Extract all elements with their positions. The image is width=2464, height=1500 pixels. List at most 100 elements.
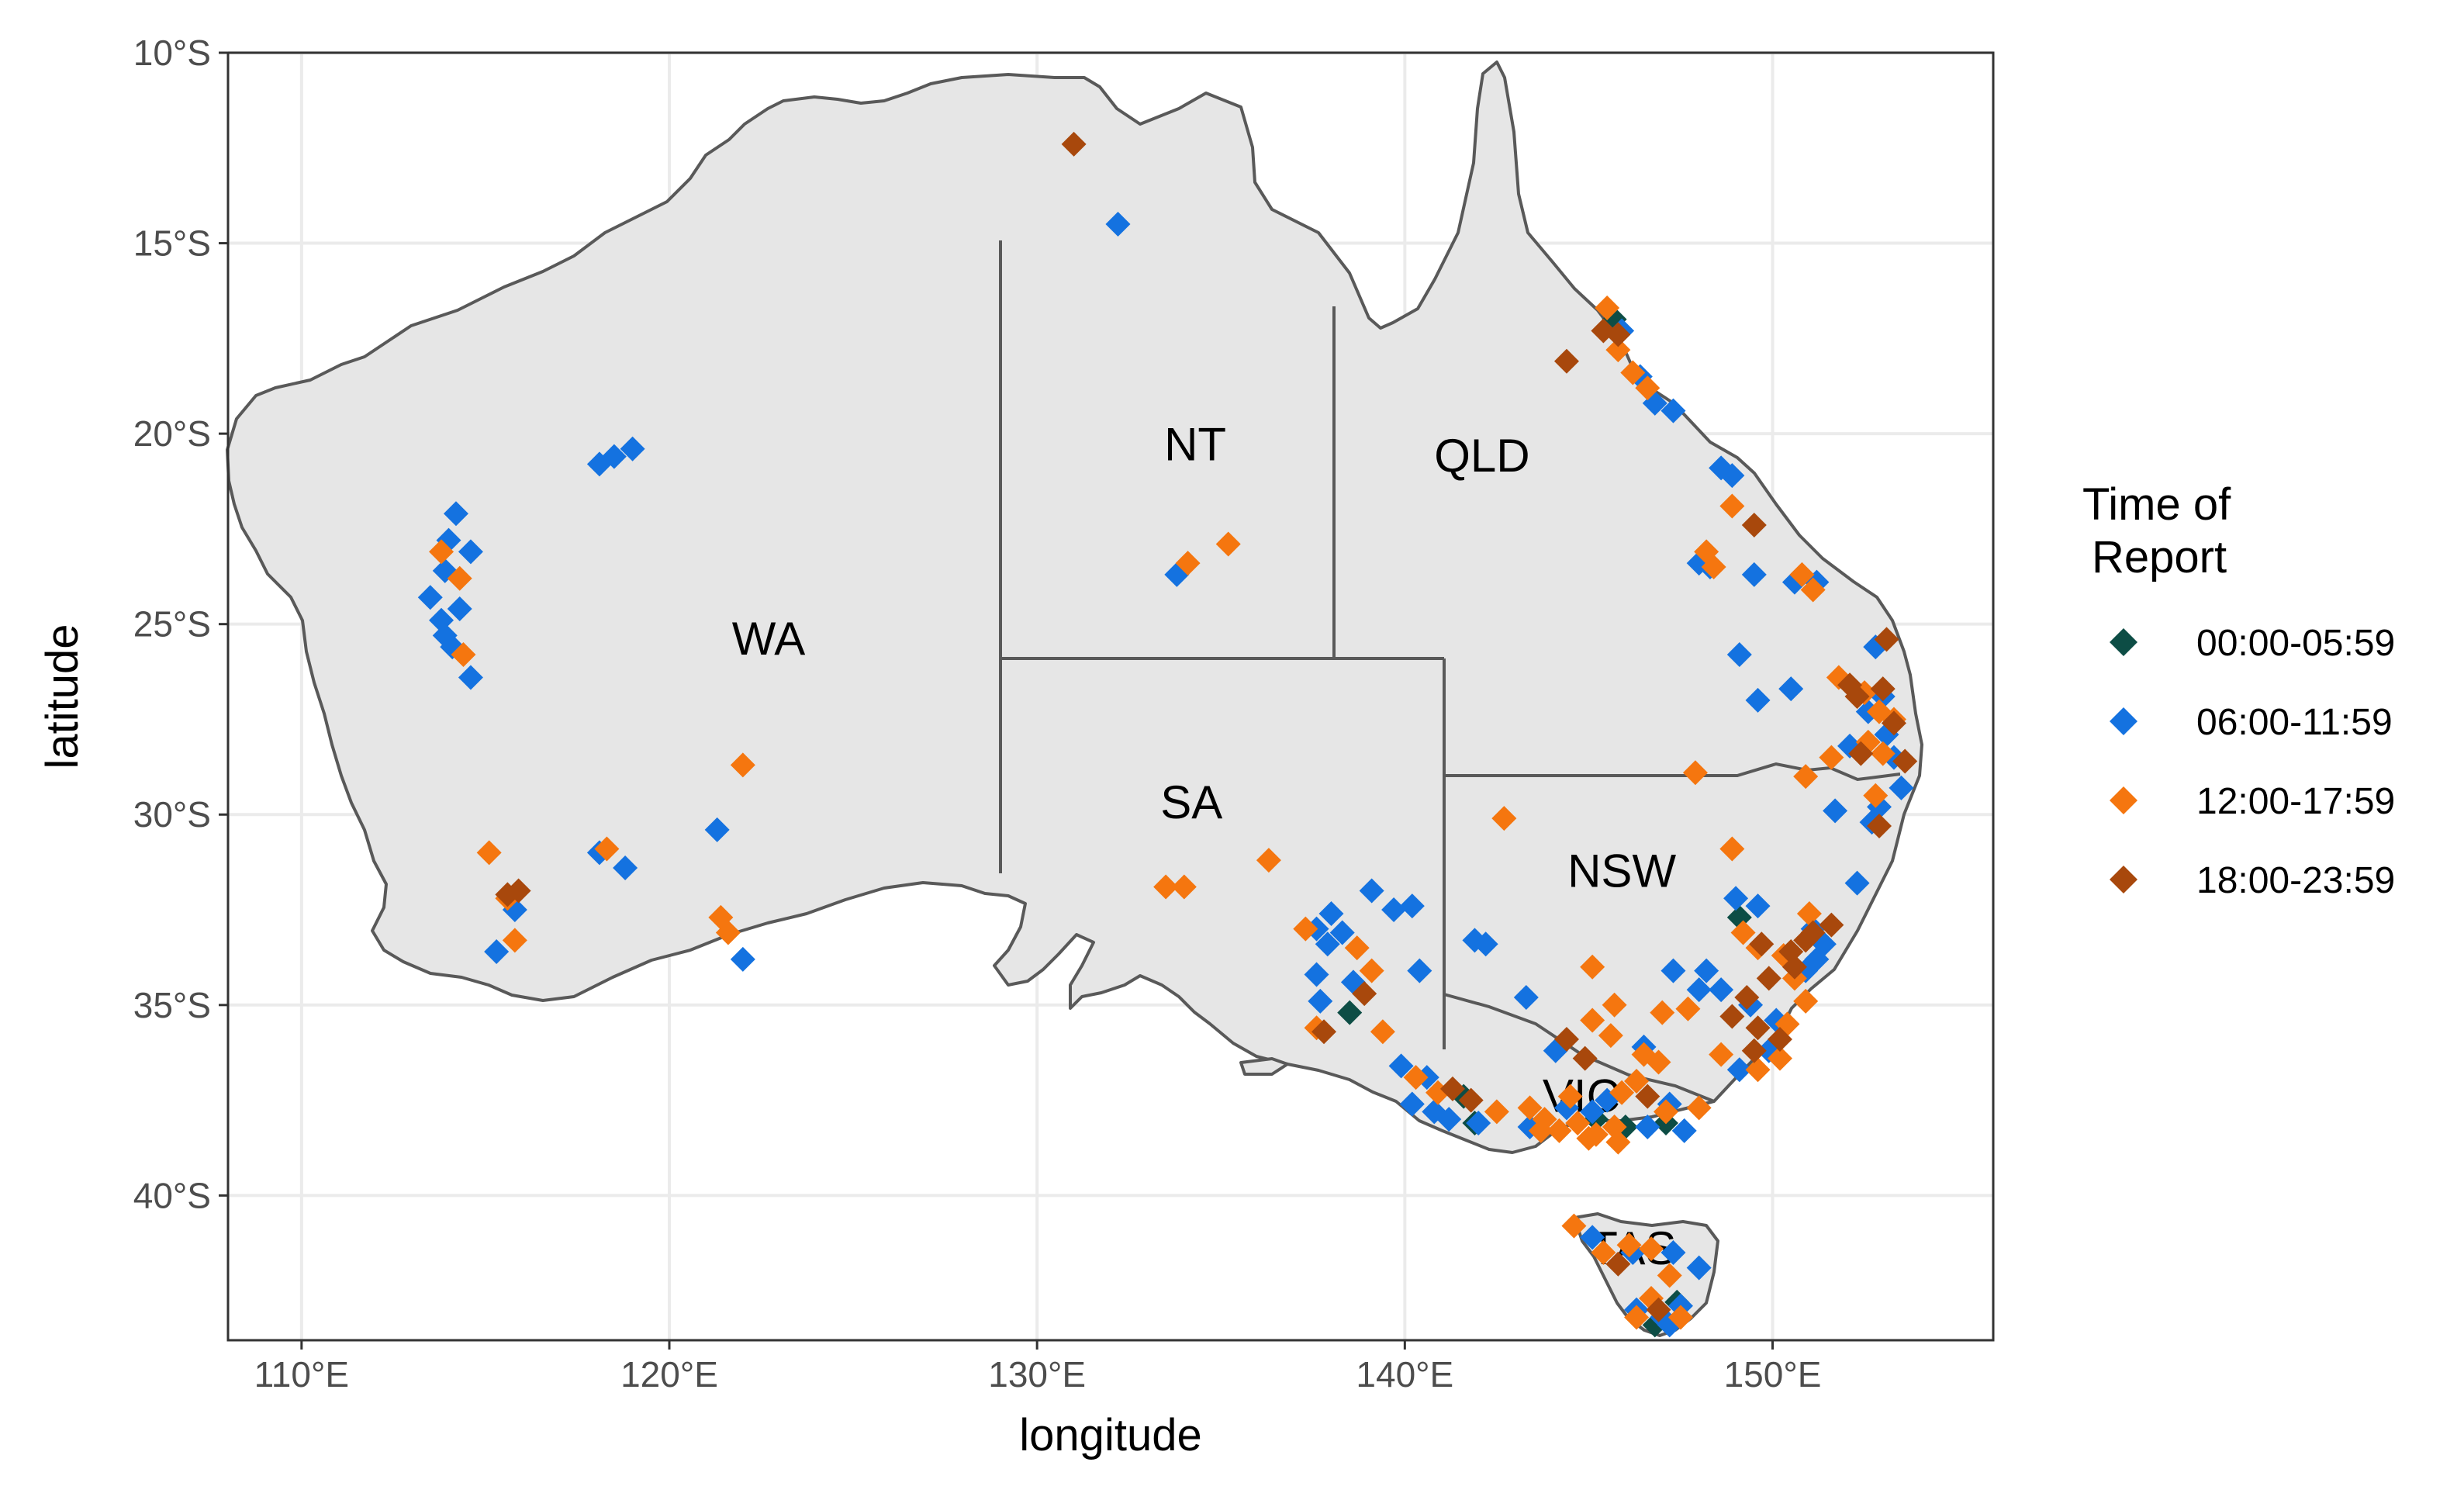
- data-point: [1605, 322, 1631, 347]
- data-point: [1572, 1046, 1598, 1071]
- points-layer: [417, 131, 1918, 1338]
- data-point: [1719, 836, 1745, 862]
- data-point: [1726, 1057, 1752, 1083]
- data-point: [1804, 946, 1830, 972]
- data-point: [1546, 1118, 1572, 1143]
- data-point: [1370, 1019, 1395, 1045]
- data-point: [1624, 1069, 1650, 1094]
- y-axis-title: latitude: [37, 624, 88, 769]
- data-point: [1473, 931, 1498, 957]
- data-point: [1491, 806, 1517, 831]
- data-point: [1661, 958, 1686, 983]
- data-point: [1171, 874, 1197, 900]
- legend-label-18-00-23-59: 18:00-23:59: [2196, 860, 2395, 901]
- x-tick-label: 120°E: [620, 1354, 718, 1395]
- data-point: [1616, 1232, 1642, 1258]
- data-point: [1881, 710, 1906, 736]
- data-point: [429, 539, 454, 565]
- data-point: [1605, 1129, 1631, 1155]
- data-point: [1701, 555, 1726, 580]
- data-point: [1745, 1057, 1771, 1083]
- data-point: [476, 840, 502, 866]
- data-point: [1709, 1042, 1734, 1067]
- data-point: [1484, 1099, 1509, 1125]
- data-point: [443, 501, 468, 527]
- data-point: [1657, 1263, 1682, 1288]
- data-point: [1580, 954, 1605, 980]
- data-point: [1646, 1297, 1671, 1322]
- data-point: [1686, 1095, 1712, 1121]
- state-label-nsw: NSW: [1567, 845, 1676, 897]
- data-point: [601, 444, 627, 469]
- legend-title-line-2: Report: [2092, 532, 2227, 582]
- data-point: [1329, 920, 1355, 945]
- data-point: [1796, 900, 1822, 926]
- data-point: [1304, 962, 1329, 987]
- data-point: [1639, 1236, 1664, 1262]
- data-point: [1661, 398, 1686, 423]
- data-point: [1789, 562, 1815, 587]
- data-point: [1513, 984, 1539, 1010]
- data-point: [1293, 916, 1318, 942]
- data-point: [1719, 463, 1745, 489]
- data-point: [1892, 748, 1918, 774]
- legend: Time of Report 00:00-05:59 06:00-11:59 12:…: [2082, 479, 2395, 901]
- data-point: [1778, 939, 1804, 965]
- data-point: [1256, 848, 1281, 873]
- data-point: [1605, 337, 1631, 363]
- y-tick-label: 10°S: [133, 33, 211, 73]
- data-point: [1439, 1076, 1465, 1101]
- data-point: [1800, 577, 1826, 603]
- data-point: [1576, 1125, 1602, 1151]
- legend-label-12-00-17-59: 12:00-17:59: [2196, 781, 2395, 822]
- data-point: [1215, 531, 1241, 557]
- legend-key-18-00-23-59: [2110, 866, 2137, 893]
- data-point: [1823, 798, 1848, 824]
- y-tick-label: 20°S: [133, 413, 211, 454]
- data-point: [1561, 1213, 1587, 1239]
- data-point: [1153, 874, 1179, 900]
- data-point: [1311, 1019, 1337, 1045]
- data-point: [730, 752, 755, 778]
- data-point: [484, 939, 510, 965]
- data-point: [1359, 958, 1384, 983]
- data-point: [506, 878, 531, 904]
- data-point: [620, 436, 645, 461]
- data-point: [1458, 1087, 1484, 1113]
- kangaroo-island: [1239, 1057, 1289, 1076]
- data-point: [1553, 1027, 1579, 1052]
- y-axis: 10°S 15°S 20°S 25°S 30°S 35°S 40°S: [133, 33, 228, 1215]
- data-point: [1315, 931, 1340, 957]
- state-label-nt: NT: [1164, 419, 1226, 471]
- data-point: [1318, 900, 1344, 926]
- data-point: [1399, 1091, 1425, 1117]
- data-point: [1620, 360, 1646, 385]
- series-18-00-23-59: [495, 131, 1918, 1322]
- data-point: [1580, 1225, 1605, 1250]
- y-tick-label: 25°S: [133, 604, 211, 645]
- data-point: [1756, 966, 1781, 991]
- data-point: [1848, 741, 1874, 766]
- legend-key-12-00-17-59: [2110, 786, 2137, 814]
- data-point: [1723, 886, 1749, 911]
- data-point: [1741, 1038, 1767, 1063]
- data-point: [1686, 977, 1712, 1003]
- data-point: [1352, 981, 1377, 1007]
- y-tick-label: 35°S: [133, 985, 211, 1025]
- data-point: [1874, 627, 1899, 652]
- data-point: [1646, 1049, 1671, 1075]
- data-point: [1819, 745, 1844, 770]
- data-point: [1793, 764, 1819, 790]
- data-point: [1598, 1023, 1623, 1049]
- state-label-wa: WA: [732, 613, 805, 665]
- data-point: [1867, 813, 1892, 838]
- data-point: [1650, 1000, 1675, 1025]
- data-point: [1709, 977, 1734, 1003]
- data-point: [502, 928, 527, 953]
- data-point: [1741, 562, 1767, 587]
- data-point: [1671, 1118, 1697, 1143]
- data-point: [594, 836, 620, 862]
- data-point: [1741, 512, 1767, 537]
- y-tick-label: 30°S: [133, 794, 211, 835]
- x-axis: 110°E 120°E 130°E 140°E 150°E: [254, 1340, 1821, 1395]
